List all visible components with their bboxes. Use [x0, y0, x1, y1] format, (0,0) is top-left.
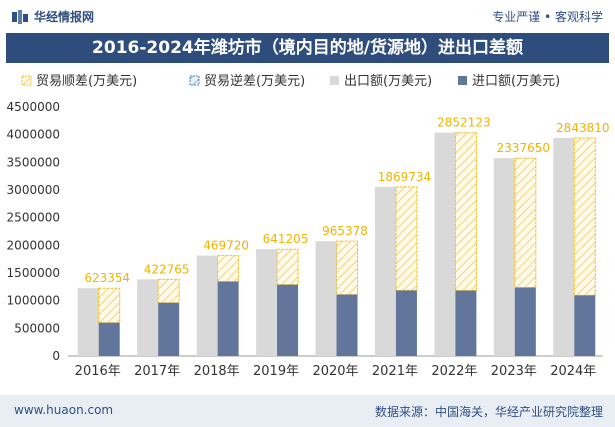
legend-swatch-0 [21, 75, 32, 86]
y-tick-label-2: 1000000 [7, 294, 60, 308]
import-bar[interactable] [277, 284, 299, 356]
export-bar[interactable] [77, 288, 99, 356]
chart-svg: 贸易顺差(万美元) 贸易逆差(万美元) 出口额(万美元) 进口额(万美元) 0 5000… [7, 73, 610, 379]
chart-area: 贸易顺差(万美元) 贸易逆差(万美元) 出口额(万美元) 进口额(万美元) 0 5000… [0, 65, 615, 393]
y-tick-label-4: 2000000 [7, 238, 60, 252]
surplus-value-label: 2337650 [497, 141, 550, 155]
surplus-bar[interactable] [217, 255, 240, 283]
x-tick-label: 2024年 [550, 364, 596, 379]
surplus-bar[interactable] [336, 240, 358, 296]
export-bar[interactable] [553, 137, 575, 356]
brand[interactable]: 华经情报网 [12, 8, 94, 25]
surplus-value-label: 2843810 [556, 121, 609, 135]
footer-source: 数据来源：中国海关，华经产业研究院整理 [374, 405, 603, 419]
legend-label-2[interactable]: 出口额(万美元) [344, 74, 432, 89]
surplus-bar[interactable] [454, 132, 477, 292]
import-bar[interactable] [98, 322, 120, 356]
x-axis: 2016年 2017年 2018年 2019年 2020年 2021年 2022年 2023年… [75, 364, 597, 379]
y-tick-label-6: 3000000 [7, 183, 60, 197]
export-bar[interactable] [256, 249, 278, 356]
export-bar[interactable] [315, 241, 337, 356]
legend-label-3[interactable]: 进口额(万美元) [472, 74, 560, 89]
legend-swatch-3 [458, 76, 467, 85]
legend: 贸易顺差(万美元) 贸易逆差(万美元) 出口额(万美元) 进口额(万美元) [21, 73, 560, 89]
export-bar[interactable] [434, 132, 456, 356]
legend-swatch-2 [330, 76, 339, 85]
y-tick-label-8: 4000000 [7, 128, 60, 142]
import-bar[interactable] [455, 290, 477, 356]
x-tick-label: 2018年 [194, 364, 240, 379]
import-bar[interactable] [574, 295, 596, 356]
x-tick-label: 2017年 [134, 364, 180, 379]
y-axis: 0 500000 1000000 1500000 2000000 2500000 30000… [7, 100, 603, 363]
import-bar[interactable] [336, 294, 358, 356]
y-tick-label-3: 1500000 [7, 266, 60, 280]
export-bar[interactable] [196, 255, 218, 356]
footer: www.huaon.com 数据来源：中国海关，华经产业研究院整理 [0, 395, 615, 427]
surplus-bar[interactable] [573, 137, 596, 296]
surplus-value-label: 623354 [84, 271, 130, 285]
brand-name: 华经情报网 [34, 10, 95, 24]
x-tick-label: 2023年 [491, 364, 537, 379]
import-bar[interactable] [158, 302, 180, 356]
chart-title: 2016-2024年潍坊市（境内目的地/货源地）进出口差额 [6, 33, 609, 63]
logo-icon [12, 9, 28, 24]
import-bar[interactable] [395, 290, 417, 356]
x-tick-label: 2016年 [75, 364, 121, 379]
slogan: 专业严谨 • 客观科学 [492, 10, 603, 24]
y-tick-label-1: 500000 [14, 321, 60, 335]
export-bar[interactable] [374, 186, 396, 356]
legend-label-0[interactable]: 贸易顺差(万美元) [36, 74, 137, 89]
surplus-value-label: 469720 [203, 239, 249, 253]
legend-swatch-1 [189, 75, 200, 86]
surplus-value-label: 1869734 [378, 170, 431, 184]
export-bar[interactable] [137, 279, 159, 356]
x-tick-label: 2020年 [312, 364, 358, 379]
x-tick-label: 2021年 [372, 364, 418, 379]
y-tick-label-0: 0 [52, 349, 60, 363]
surplus-bar[interactable] [276, 248, 299, 286]
surplus-value-label: 2852123 [437, 116, 490, 130]
y-tick-label-5: 2500000 [7, 211, 60, 225]
bars: 623354 422765 469720 641205 965378 1869734 285… [77, 116, 610, 356]
surplus-bar[interactable] [514, 157, 537, 289]
surplus-bar[interactable] [98, 287, 121, 324]
surplus-value-label: 422765 [144, 262, 190, 276]
x-tick-label: 2022年 [431, 364, 477, 379]
surplus-value-label: 641205 [263, 232, 309, 246]
top-bar: 华经情报网 专业严谨 • 客观科学 [0, 0, 615, 32]
export-bar[interactable] [493, 158, 515, 356]
import-bar[interactable] [217, 281, 239, 356]
import-bar[interactable] [514, 287, 536, 356]
surplus-bar[interactable] [395, 186, 418, 291]
y-tick-label-7: 3500000 [7, 155, 60, 169]
surplus-value-label: 965378 [322, 224, 368, 238]
y-tick-label-9: 4500000 [7, 100, 60, 114]
x-tick-label: 2019年 [253, 364, 299, 379]
legend-label-1[interactable]: 贸易逆差(万美元) [204, 73, 305, 89]
surplus-bar[interactable] [157, 278, 180, 304]
footer-url[interactable]: www.huaon.com [14, 403, 114, 417]
